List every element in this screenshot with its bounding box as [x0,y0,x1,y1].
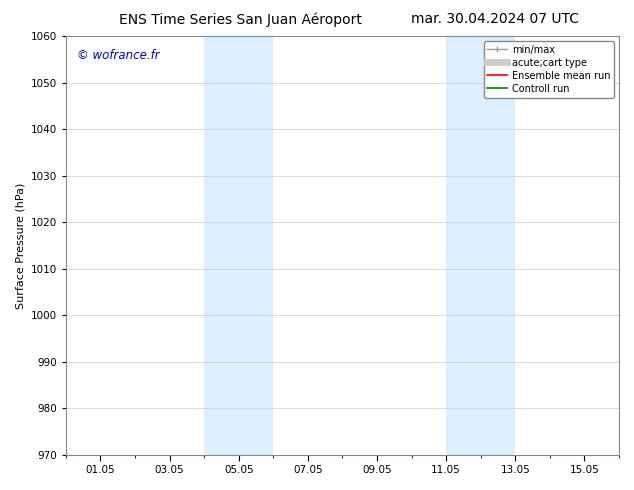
Bar [204,36,273,455]
Bar [446,36,515,455]
Text: mar. 30.04.2024 07 UTC: mar. 30.04.2024 07 UTC [411,12,578,26]
Legend: min/max, acute;cart type, Ensemble mean run, Controll run: min/max, acute;cart type, Ensemble mean … [484,41,614,98]
Text: © wofrance.fr: © wofrance.fr [77,49,160,62]
Text: ENS Time Series San Juan Aéroport: ENS Time Series San Juan Aéroport [119,12,363,27]
Y-axis label: Surface Pressure (hPa): Surface Pressure (hPa) [15,182,25,309]
